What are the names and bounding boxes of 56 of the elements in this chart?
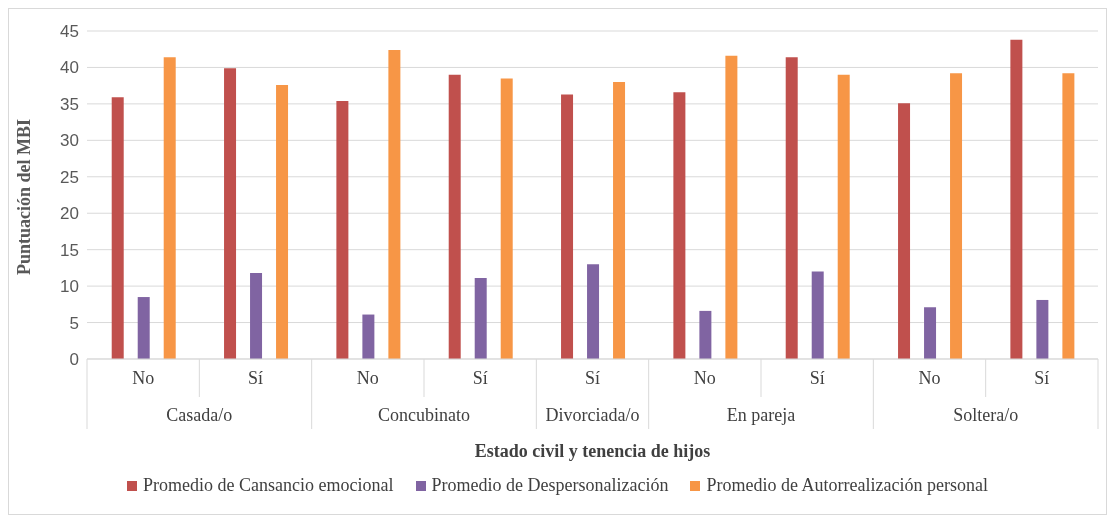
y-tick-label: 15	[60, 240, 79, 260]
y-tick-label: 40	[60, 58, 79, 78]
y-tick-label: 35	[60, 94, 79, 114]
bar	[950, 73, 963, 359]
y-tick-label: 25	[60, 167, 79, 187]
bar	[1062, 73, 1075, 359]
y-tick-label: 20	[60, 204, 79, 224]
x-tick-label: Sí	[247, 367, 264, 388]
bar	[137, 297, 150, 359]
y-tick-label: 0	[69, 350, 79, 370]
bar	[587, 264, 600, 359]
x-tick-label: No	[918, 367, 941, 388]
text: Soltera/o	[952, 405, 1020, 426]
bar	[362, 314, 375, 359]
x-tick-label: Sí	[584, 367, 601, 388]
text: Concubinato	[377, 405, 471, 426]
bar	[924, 307, 937, 359]
bar	[500, 78, 513, 359]
bar	[561, 94, 574, 359]
bar	[811, 271, 824, 359]
bar	[613, 82, 626, 359]
bar	[898, 103, 911, 359]
legend-label: Promedio de Despersonalización	[430, 475, 669, 496]
bar	[474, 278, 487, 359]
x-axis-title: Estado civil y tenencia de hijos	[473, 441, 712, 462]
bar	[250, 272, 263, 359]
bar	[725, 55, 738, 359]
bar	[163, 57, 176, 359]
bar	[388, 49, 401, 359]
x-tick-label: No	[693, 367, 716, 388]
text: Divorciada/o	[544, 405, 641, 426]
text: Casada/o	[165, 405, 234, 426]
bar	[448, 74, 461, 359]
y-tick-label: 10	[60, 277, 79, 297]
y-tick-label: 30	[60, 131, 79, 151]
bar	[276, 84, 289, 359]
x-tick-label: Sí	[809, 367, 825, 388]
bar	[111, 97, 124, 359]
x-tick-label: No	[132, 367, 155, 388]
y-tick-label: 45	[60, 22, 79, 42]
bar	[224, 68, 237, 359]
text: En pareja	[725, 405, 797, 426]
x-tick-label: Sí	[1034, 367, 1050, 388]
x-tick-label: No	[356, 367, 379, 388]
legend-label: Promedio de Cansancio emocional	[142, 475, 394, 496]
bar	[1010, 39, 1023, 359]
bar	[1036, 299, 1049, 359]
bar	[673, 92, 686, 359]
x-tick-label: Sí	[472, 367, 488, 388]
bar	[785, 57, 798, 359]
bar	[336, 100, 349, 359]
y-tick-label: 5	[69, 313, 79, 333]
y-axis-title: Puntuación del MBI	[14, 118, 35, 275]
bar	[699, 310, 712, 359]
legend-label: Promedio de Autorrealización personal	[705, 475, 988, 496]
bar	[837, 74, 850, 359]
